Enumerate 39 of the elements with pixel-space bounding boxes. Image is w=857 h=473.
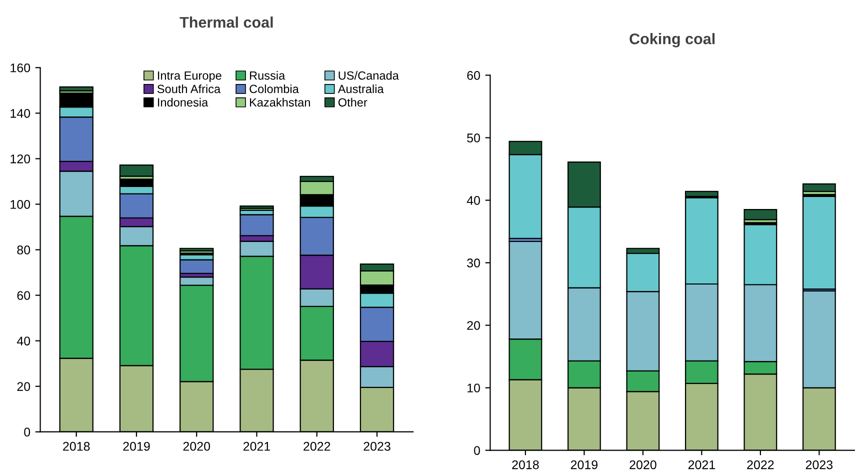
legend-label: Kazakhstan [250,98,310,107]
y-tick-label: 160 [10,63,30,72]
y-tick-label: 40 [466,196,480,205]
y-tick-label: 30 [467,258,480,268]
x-tick-label: 2018 [63,442,90,451]
x-tick-label: 2021 [688,460,715,470]
legend-label: South Africa [157,84,221,94]
y-tick-label: 140 [10,108,30,118]
legend-label: Intra Europe [158,71,222,82]
legend-label: Russia [250,71,286,80]
x-tick-label: 2020 [630,460,656,470]
x-tick-label: 2020 [183,442,210,451]
y-tick-label: 100 [10,200,30,209]
x-tick-label: 2022 [747,460,774,470]
chart-title: Coking coal [630,33,715,48]
y-tick-label: 0 [24,428,30,436]
x-tick-label: 2019 [570,460,598,470]
y-tick-label: 0 [474,446,480,455]
y-tick-label: 60 [17,291,30,300]
x-tick-label: 2023 [806,460,833,470]
y-tick-label: 40 [16,336,30,346]
y-tick-label: 80 [17,246,30,254]
y-tick-label: 50 [467,134,480,142]
y-tick-label: 20 [17,382,30,391]
legend-label: Indonesia [158,98,208,107]
x-tick-label: 2022 [304,442,330,451]
x-tick-label: 2023 [364,442,390,451]
legend-label: Colombia [250,84,299,94]
chart-title: Thermal coal [180,16,273,28]
y-tick-label: 20 [467,321,480,330]
x-tick-label: 2019 [123,442,150,451]
y-tick-label: 120 [10,154,30,164]
x-tick-label: 2018 [512,460,539,470]
x-tick-label: 2021 [243,442,270,451]
legend-label: US/Canada [338,71,399,80]
y-tick-label: 10 [468,384,480,392]
legend-label: Australia [338,84,384,94]
y-tick-label: 60 [467,71,480,80]
legend-label: Other [338,98,368,107]
